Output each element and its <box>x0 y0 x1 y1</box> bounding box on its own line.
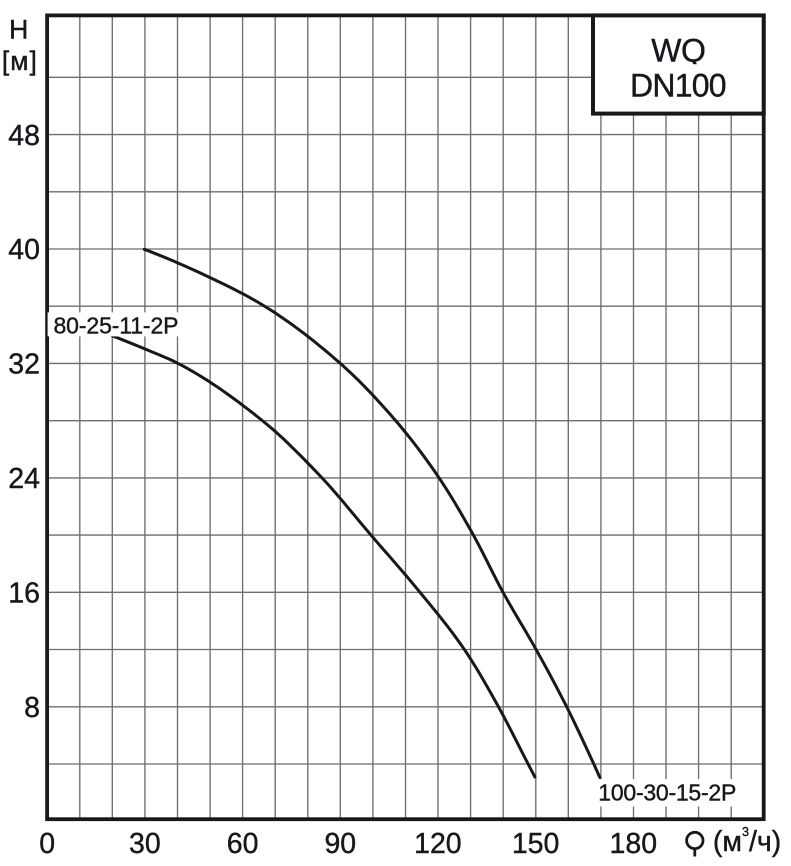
svg-text:80-25-11-2P: 80-25-11-2P <box>54 312 179 338</box>
svg-text:48: 48 <box>8 120 40 152</box>
svg-text:16: 16 <box>8 578 40 610</box>
svg-text:40: 40 <box>8 234 40 266</box>
svg-text:[м]: [м] <box>2 46 37 76</box>
svg-text:24: 24 <box>8 463 40 495</box>
svg-text:32: 32 <box>8 349 40 381</box>
svg-text:150: 150 <box>512 828 560 860</box>
svg-text:0: 0 <box>39 828 55 860</box>
svg-text:180: 180 <box>610 828 658 860</box>
svg-text:100-30-15-2P: 100-30-15-2P <box>598 779 736 805</box>
svg-text:8: 8 <box>24 692 40 724</box>
svg-text:WQ: WQ <box>651 33 705 69</box>
svg-text:90: 90 <box>324 828 356 860</box>
svg-text:60: 60 <box>227 828 259 860</box>
svg-text:H: H <box>9 15 28 45</box>
svg-text:DN100: DN100 <box>630 67 727 103</box>
svg-text:120: 120 <box>414 828 462 860</box>
svg-text:30: 30 <box>129 828 161 860</box>
